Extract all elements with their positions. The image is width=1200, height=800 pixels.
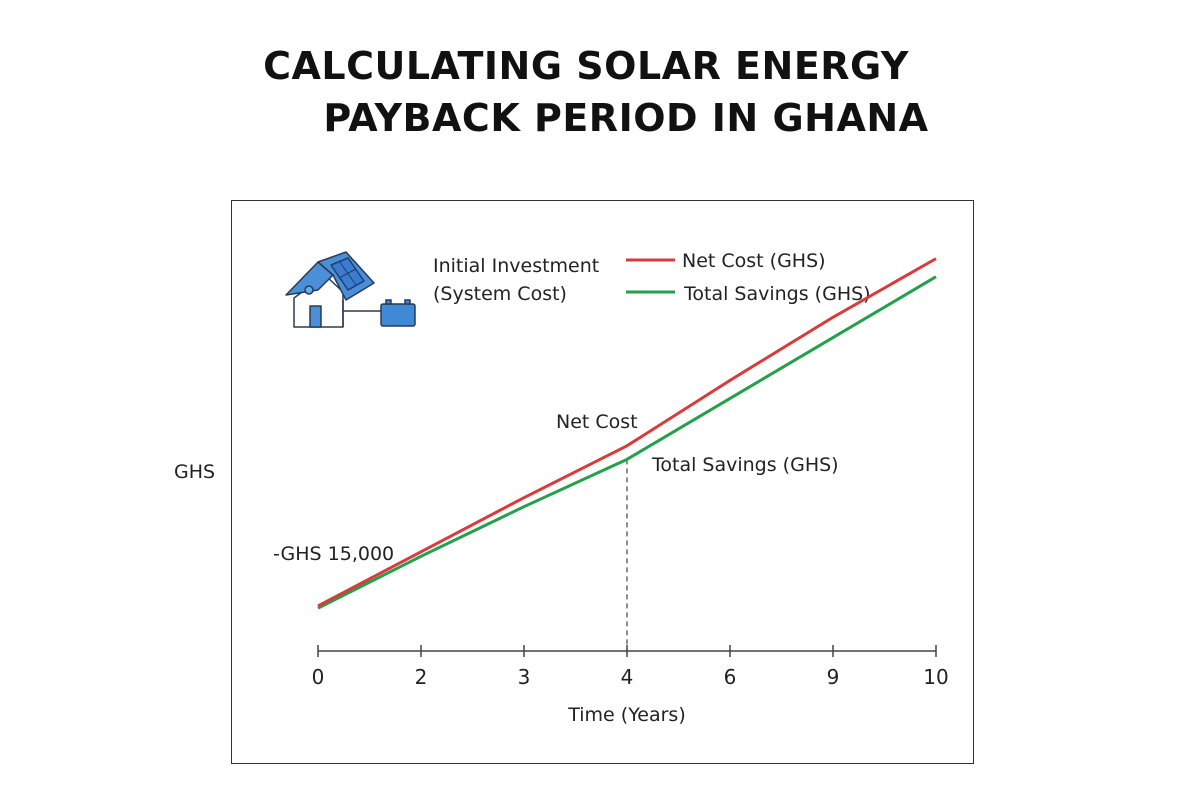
x-tick-label: 2 [415,665,428,689]
net-cost-annotation: Net Cost [556,411,638,433]
battery-icon [380,299,416,327]
initial-investment-label: Initial Investment [433,255,599,277]
y-axis-label: GHS [174,461,215,483]
x-axis-label: Time (Years) [567,704,686,726]
chart-frame [231,200,974,764]
chart-title-line1: CALCULATING SOLAR ENERGY [263,44,909,88]
legend-label-total-savings: Total Savings (GHS) [683,283,871,305]
x-tick-label: 6 [724,665,737,689]
x-tick-label: 4 [621,665,634,689]
system-cost-label: (System Cost) [433,283,567,305]
house-with-solar-panel-icon [285,251,381,328]
legend-label-net-cost: Net Cost (GHS) [682,250,826,272]
x-tick-label: 9 [827,665,840,689]
x-tick-label: 0 [312,665,325,689]
chart-title-line2: PAYBACK PERIOD IN GHANA [323,96,929,140]
start-value-annotation: -GHS 15,000 [273,543,394,565]
x-tick-label: 3 [518,665,531,689]
x-tick-label: 10 [923,665,948,689]
total-savings-annotation: Total Savings (GHS) [651,454,839,476]
